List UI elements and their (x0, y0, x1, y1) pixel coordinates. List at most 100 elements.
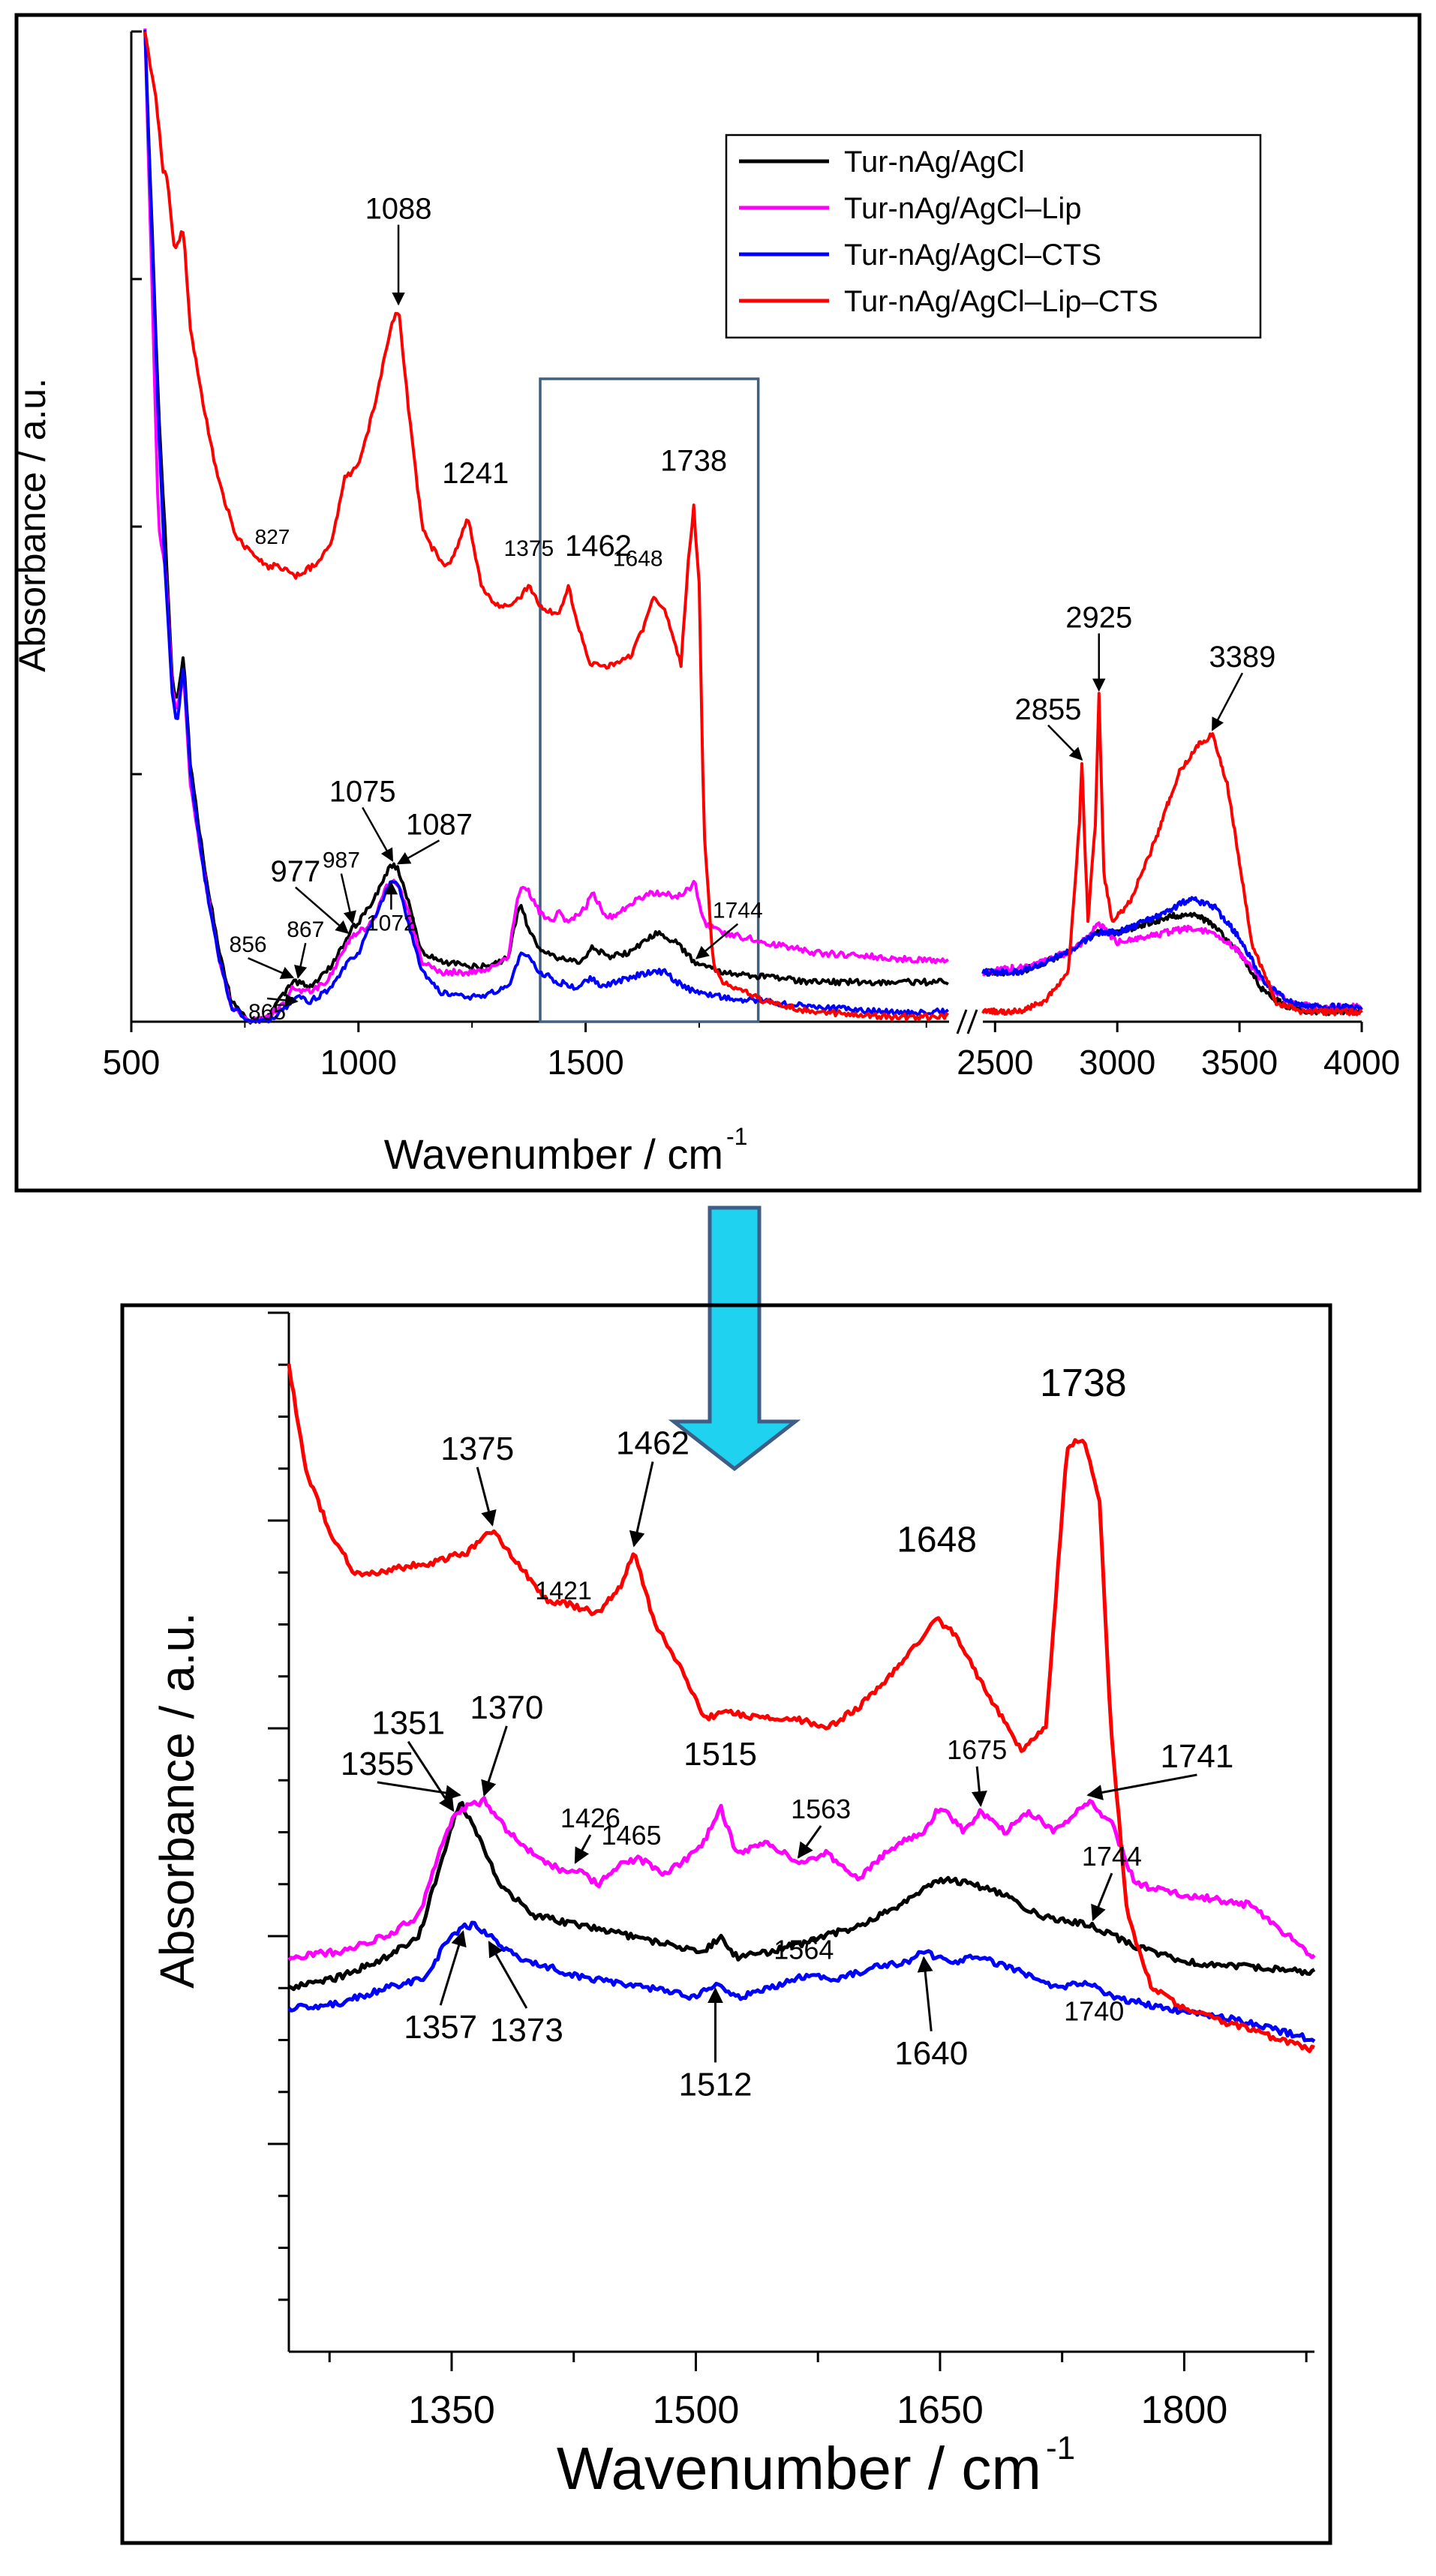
series-line (287, 1920, 1316, 2043)
annotation-arrow (574, 1834, 592, 1864)
annotation-arrow (294, 942, 308, 979)
zoom-series (287, 1363, 1316, 2053)
overview-x-label-superscript: -1 (726, 1123, 747, 1150)
series-line-right (981, 896, 1363, 1012)
annotation-arrow (1211, 672, 1244, 731)
x-tick-label: 2500 (957, 1043, 1033, 1082)
peak-label: 1375 (503, 536, 554, 561)
x-tick-label: 3500 (1201, 1043, 1278, 1082)
x-tick-label: 3000 (1079, 1043, 1155, 1082)
series-line-left (143, 29, 949, 1024)
axis-break-mark (956, 1009, 978, 1034)
peak-label: 3389 (1209, 641, 1275, 674)
down-arrow-icon (668, 1205, 801, 1472)
overview-x-label: Wavenumber / cm (384, 1130, 723, 1178)
annotation-arrow (1091, 1872, 1113, 1922)
peak-label: 856 (230, 932, 267, 957)
peak-label: 1087 (406, 808, 473, 841)
peak-label: 1465 (601, 1820, 661, 1851)
series-line (288, 1800, 1316, 1992)
peak-label: 1373 (490, 2012, 563, 2049)
series-line (287, 1796, 1316, 1962)
annotation-arrow (917, 1956, 933, 2031)
zoom-annotations: 1375 1462 1421 1648 1738 1351 1370 1355 14261465… (341, 1362, 1233, 2103)
annotation-arrow (266, 993, 299, 1007)
x-tick-label: 1000 (320, 1043, 397, 1082)
legend-label: Tur-nAg/AgCl–Lip–CTS (844, 285, 1158, 318)
annotation-arrow (971, 1766, 987, 1807)
x-tick-label: 1500 (547, 1043, 623, 1082)
annotation-arrow (362, 806, 394, 862)
overview-y-ticks (131, 30, 142, 1023)
annotation-arrow (797, 1825, 822, 1859)
overview-y-label: Absorbance / a.u. (11, 378, 53, 672)
x-tick-label: 500 (103, 1043, 161, 1082)
legend-label: Tur-nAg/AgCl–Lip (844, 192, 1081, 225)
peak-label: 1241 (442, 457, 509, 490)
peak-label: 1675 (947, 1734, 1007, 1765)
x-tick-label: 1650 (897, 2388, 984, 2432)
series-line-right (981, 692, 1363, 1016)
overview-frame (14, 13, 1422, 1193)
zoom-x-ticks: 1350 1500 1650 1800 (328, 2352, 1308, 2432)
peak-label: 977 (270, 855, 320, 888)
series-line-left (143, 31, 949, 1022)
zoom-y-ticks (268, 1311, 289, 2301)
peak-label: 1075 (329, 775, 396, 808)
peak-label: 1640 (894, 2035, 968, 2072)
x-tick-label: 1500 (653, 2388, 740, 2432)
peak-label: 1515 (683, 1736, 757, 1773)
annotation-arrow (377, 1781, 461, 1801)
annotation-arrow (340, 873, 356, 925)
peak-label: 1072 (366, 911, 416, 936)
annotation-arrow (248, 957, 295, 979)
peak-label: 1355 (341, 1746, 414, 1782)
peak-label: 865 (248, 1000, 286, 1025)
annotation-arrow (695, 923, 739, 959)
legend-label: Tur-nAg/AgCl–CTS (844, 239, 1101, 272)
zoom-frame (120, 1303, 1332, 2545)
peak-label: 1744 (1082, 1841, 1142, 1872)
annotation-arrow (629, 1461, 654, 1548)
peak-label: 1375 (440, 1431, 514, 1467)
peak-label: 1741 (1160, 1738, 1233, 1775)
annotation-arrow (439, 1930, 467, 2006)
peak-label: 2925 (1065, 601, 1132, 634)
peak-label: 1426 (560, 1803, 620, 1833)
peak-label: 1648 (897, 1521, 977, 1560)
peak-label: 1564 (774, 1934, 834, 1965)
series-line-left (143, 30, 949, 1024)
peak-label: 1744 (713, 899, 763, 923)
zoom-y-label: Absorbance / a.u. (150, 1612, 204, 1989)
peak-label: 1563 (791, 1794, 851, 1824)
x-tick-label: 1800 (1141, 2388, 1228, 2432)
peak-label: 1738 (660, 445, 727, 478)
annotation-arrow (481, 1725, 508, 1797)
zoom-x-label: Wavenumber / cm (557, 2435, 1041, 2502)
peak-label: 987 (323, 848, 360, 873)
peak-label: 1740 (1064, 1995, 1124, 2026)
peak-label: 1351 (371, 1705, 445, 1742)
peak-label: 1648 (613, 546, 663, 571)
annotation-arrow (1047, 724, 1083, 761)
peak-label: 2855 (1014, 693, 1081, 726)
peak-label: 1512 (679, 2066, 753, 2103)
annotation-arrow (1086, 1773, 1197, 1800)
peak-label: 1088 (365, 193, 432, 226)
peak-label: 827 (255, 525, 290, 548)
annotation-arrow (488, 1941, 528, 2009)
peak-label: 1357 (404, 2009, 477, 2046)
annotation-arrow (396, 839, 440, 865)
annotation-arrow (407, 1740, 455, 1812)
peak-label: 867 (287, 917, 324, 942)
peak-label: 1462 (565, 530, 632, 563)
zoom-x-label-superscript: -1 (1046, 2430, 1075, 2466)
x-tick-label: 1350 (408, 2388, 495, 2432)
legend-frame (725, 134, 1262, 339)
zoom-panel: 1350 1500 1650 1800 1375 1462 1421 1648 1738 135… (120, 1303, 1332, 2545)
zoom-region-box (539, 377, 760, 1023)
series-line (287, 1363, 1315, 2053)
